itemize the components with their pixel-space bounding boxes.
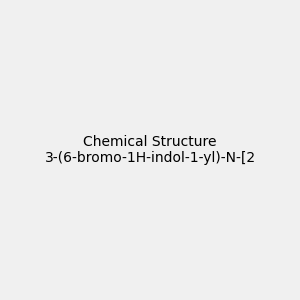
Text: Chemical Structure
3-(6-bromo-1H-indol-1-yl)-N-[2: Chemical Structure 3-(6-bromo-1H-indol-1… xyxy=(44,135,256,165)
